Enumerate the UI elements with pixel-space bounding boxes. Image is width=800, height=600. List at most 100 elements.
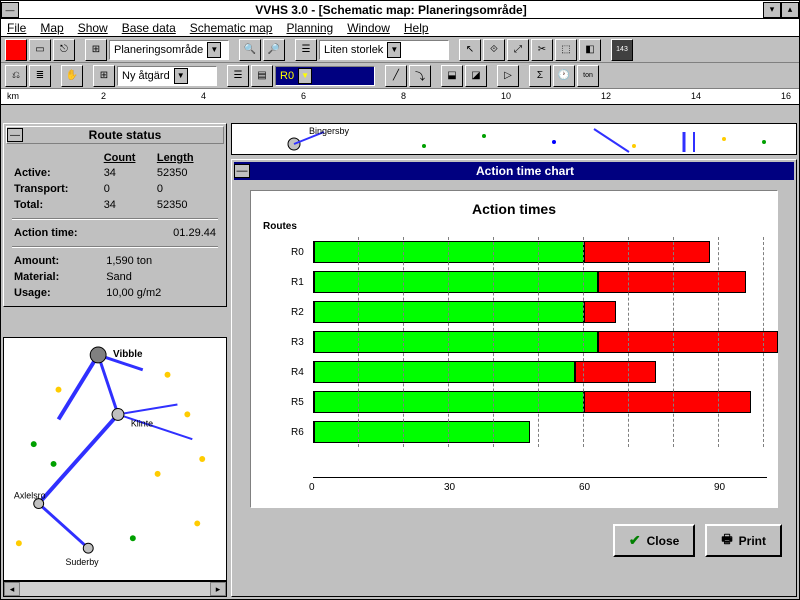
tool-link-icon[interactable]: ⎋	[53, 39, 75, 61]
bar-segment-green	[314, 241, 584, 263]
tool-list2-icon[interactable]: ☰	[227, 65, 249, 87]
tool-143-icon[interactable]: 143	[611, 39, 633, 61]
combo-route[interactable]: R0 ▼	[275, 66, 375, 86]
bar-row: R3	[291, 327, 767, 357]
menu-window[interactable]: Window	[347, 21, 390, 35]
menu-help[interactable]: Help	[404, 21, 429, 35]
bar-segment-green	[314, 331, 598, 353]
bar-row: R2	[291, 297, 767, 327]
check-icon: ✔	[629, 532, 641, 549]
menu-base-data[interactable]: Base data	[122, 21, 176, 35]
menu-map[interactable]: Map	[40, 21, 63, 35]
bar-label: R3	[291, 337, 313, 348]
tool-a-icon[interactable]: ⟐	[483, 39, 505, 61]
tool-h-icon[interactable]: ◪	[465, 65, 487, 87]
combo-area[interactable]: Planeringsområde ▼	[109, 40, 229, 60]
tool-list-icon[interactable]: ☰	[295, 39, 317, 61]
maximize-button[interactable]: ▴	[781, 2, 799, 18]
schematic-map[interactable]: Vibble Klinte Axlelsro Suderby	[3, 337, 227, 581]
tool-tree2-icon[interactable]: ⊞	[93, 65, 115, 87]
menu-show[interactable]: Show	[78, 21, 108, 35]
print-label: Print	[739, 534, 766, 548]
map-scrollbar[interactable]: ◂ ▸	[3, 581, 227, 597]
row-total-count: 34	[104, 198, 155, 212]
bar-segment-green	[314, 271, 598, 293]
tool-e-icon[interactable]: ◧	[579, 39, 601, 61]
bar-label: R5	[291, 397, 313, 408]
bar-segment-red	[584, 301, 616, 323]
toolbar-1: ▭ ⎋ ⊞ Planeringsområde ▼ 🔍 🔎 ☰ Liten sto…	[1, 37, 799, 63]
menu-schematic-map[interactable]: Schematic map	[190, 21, 273, 35]
bar-label: R0	[291, 247, 313, 258]
menubar: File Map Show Base data Schematic map Pl…	[1, 19, 799, 37]
hand-icon[interactable]: ✋	[61, 65, 83, 87]
bar-segment-green	[314, 421, 530, 443]
panel-minimize-icon[interactable]: —	[7, 128, 23, 142]
print-button[interactable]: 🖶 Print	[705, 524, 782, 557]
tool-g-icon[interactable]: ⬓	[441, 65, 463, 87]
scroll-right-icon[interactable]: ▸	[210, 582, 226, 596]
line-icon[interactable]: ╱	[385, 65, 407, 87]
tool-picture-icon[interactable]: ▭	[29, 39, 51, 61]
amount-label: Amount:	[14, 254, 104, 268]
tool-red-icon[interactable]	[5, 39, 27, 61]
tool-route-icon[interactable]: ⎌	[5, 65, 27, 87]
bar-segment-green	[314, 361, 575, 383]
xaxis-tick: 30	[444, 482, 455, 493]
printer-icon: 🖶	[721, 530, 732, 551]
minimize-button[interactable]: ▾	[763, 2, 781, 18]
tool-ton-icon[interactable]: ton	[577, 65, 599, 87]
xaxis-tick: 60	[579, 482, 590, 493]
zoom-in-icon[interactable]: 🔍	[239, 39, 261, 61]
row-transport-label: Transport:	[14, 182, 102, 196]
bar-segment-red	[598, 271, 747, 293]
titlebar: — VVHS 3.0 - [Schematic map: Planeringso…	[1, 1, 799, 19]
dropdown-icon[interactable]: ▼	[387, 42, 401, 58]
chart-area: Action times Routes R0R1R2R3R4R5R6 03060…	[250, 190, 778, 508]
tool-tree-icon[interactable]: ⊞	[85, 39, 107, 61]
row-transport-count: 0	[104, 182, 155, 196]
zoom-out-icon[interactable]: 🔎	[263, 39, 285, 61]
ruler-tick: 8	[401, 91, 406, 101]
chart-window-title: Action time chart	[256, 164, 794, 178]
pointer-icon[interactable]: ↖	[459, 39, 481, 61]
ruler-tick: 4	[201, 91, 206, 101]
chart-title: Action times	[261, 201, 767, 217]
bar-label: R2	[291, 307, 313, 318]
bar-label: R6	[291, 427, 313, 438]
dropdown-icon[interactable]: ▼	[174, 68, 188, 84]
tool-layers-icon[interactable]: ≣	[29, 65, 51, 87]
col-count: Count	[104, 152, 155, 164]
ruler-unit: km	[7, 91, 19, 101]
usage-label: Usage:	[14, 286, 104, 300]
clock-icon[interactable]: 🕐	[553, 65, 575, 87]
tool-f-icon[interactable]: ⤵	[409, 65, 431, 87]
system-menu-icon[interactable]: —	[1, 2, 19, 18]
chart-minimize-icon[interactable]: —	[234, 164, 250, 178]
scroll-left-icon[interactable]: ◂	[4, 582, 20, 596]
ruler: km 2 4 6 8 10 12 14 16	[1, 89, 799, 105]
usage-value: 10,00 g/m2	[106, 286, 216, 300]
bar-row: R5	[291, 387, 767, 417]
dropdown-icon[interactable]: ▼	[298, 68, 312, 84]
xaxis-tick: 0	[309, 482, 315, 493]
tool-bars-icon[interactable]: ▤	[251, 65, 273, 87]
menu-file[interactable]: File	[7, 21, 26, 35]
tool-b-icon[interactable]: ⤢	[507, 39, 529, 61]
row-active-count: 34	[104, 166, 155, 180]
bar-row: R1	[291, 267, 767, 297]
dropdown-icon[interactable]: ▼	[207, 42, 221, 58]
row-total-label: Total:	[14, 198, 102, 212]
row-active-label: Active:	[14, 166, 102, 180]
bar-row: R4	[291, 357, 767, 387]
tool-c-icon[interactable]: ✂	[531, 39, 553, 61]
close-button[interactable]: ✔ Close	[613, 524, 695, 557]
chart-window: — Action time chart Action times Routes …	[231, 159, 797, 597]
menu-planning[interactable]: Planning	[286, 21, 333, 35]
col-length: Length	[157, 152, 216, 164]
tool-d-icon[interactable]: ⬚	[555, 39, 577, 61]
combo-action[interactable]: Ny åtgärd ▼	[117, 66, 217, 86]
play-icon[interactable]: ▷	[497, 65, 519, 87]
combo-size[interactable]: Liten storlek ▼	[319, 40, 449, 60]
sigma-icon[interactable]: Σ	[529, 65, 551, 87]
